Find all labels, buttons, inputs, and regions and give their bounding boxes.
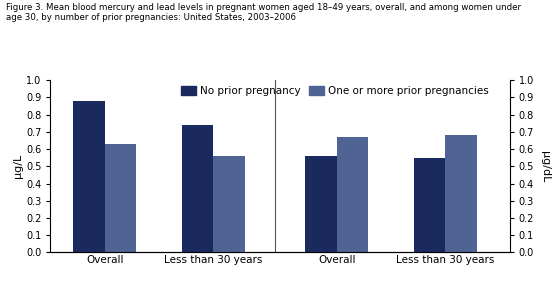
Bar [337,137,368,252]
Legend: No prior pregnancy, One or more prior pregnancies: No prior pregnancy, One or more prior pr… [178,82,493,100]
Bar [182,125,213,252]
Bar [213,156,245,252]
Bar [414,158,445,252]
Y-axis label: µg/dL: µg/dL [539,151,549,182]
Bar [73,101,105,252]
Bar [305,156,337,252]
Y-axis label: µg/L: µg/L [13,154,23,178]
Text: Figure 3. Mean blood mercury and lead levels in pregnant women aged 18–49 years,: Figure 3. Mean blood mercury and lead le… [6,3,521,22]
Bar [445,135,477,252]
Bar [105,144,136,252]
